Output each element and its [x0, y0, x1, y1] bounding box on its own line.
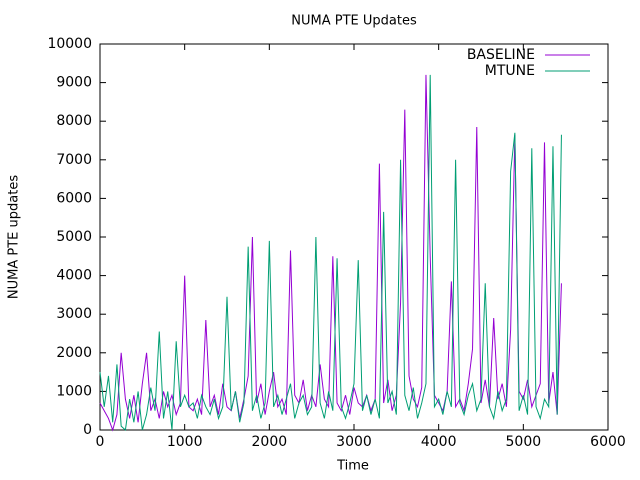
legend-label: BASELINE — [467, 47, 535, 63]
x-tick-label: 1000 — [167, 434, 203, 450]
y-tick-label: 4000 — [56, 268, 92, 284]
x-tick-label: 0 — [96, 434, 105, 450]
y-tick-label: 3000 — [56, 306, 92, 322]
y-tick-label: 8000 — [56, 113, 92, 129]
y-tick-label: 2000 — [56, 345, 92, 361]
y-tick-label: 0 — [83, 422, 92, 438]
legend-label: MTUNE — [485, 63, 535, 79]
y-tick-label: 9000 — [56, 75, 92, 91]
y-tick-label: 6000 — [56, 190, 92, 206]
x-tick-label: 6000 — [590, 434, 626, 450]
x-tick-label: 3000 — [336, 434, 372, 450]
y-axis-label: NUMA PTE updates — [7, 175, 22, 299]
x-axis-label: Time — [336, 459, 369, 474]
x-tick-label: 2000 — [252, 434, 288, 450]
x-tick-label: 5000 — [506, 434, 542, 450]
x-tick-label: 4000 — [421, 434, 457, 450]
data-line — [99, 74, 562, 432]
y-tick-label: 7000 — [56, 152, 92, 168]
chart-title: NUMA PTE Updates — [291, 14, 417, 29]
data-line — [99, 74, 562, 432]
y-tick-label: 10000 — [47, 36, 92, 52]
y-tick-label: 5000 — [56, 229, 92, 245]
y-tick-label: 1000 — [56, 383, 92, 399]
